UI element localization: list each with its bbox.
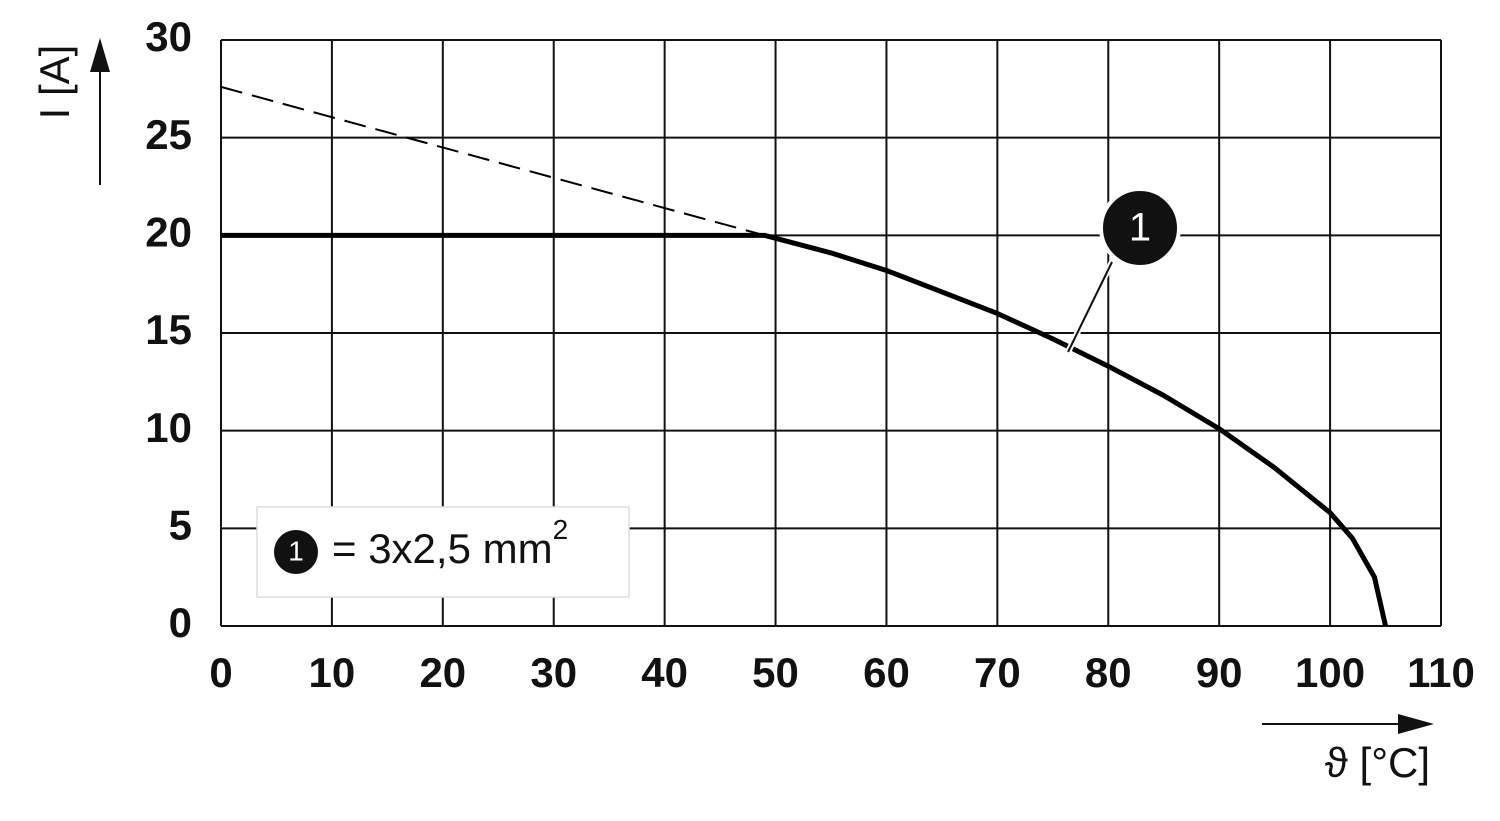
grid bbox=[220, 39, 1442, 627]
annotation-label: 1 bbox=[1129, 206, 1151, 250]
lines bbox=[220, 85, 1388, 627]
x-tick-label: 100 bbox=[1295, 649, 1365, 696]
legend-label: = 3x2,5 mm bbox=[332, 525, 553, 572]
legend-superscript: 2 bbox=[553, 514, 569, 545]
annotation-circle bbox=[1099, 187, 1181, 269]
legend-text: = 3x2,5 mm2 bbox=[332, 514, 568, 572]
y-tick-label: 30 bbox=[145, 13, 192, 60]
legend-marker-label: 1 bbox=[288, 535, 304, 566]
legend-box bbox=[256, 506, 630, 598]
y-tick-label: 0 bbox=[169, 599, 192, 646]
y-tick-label: 15 bbox=[145, 306, 192, 353]
x-tick-label: 60 bbox=[863, 649, 910, 696]
y-arrowhead bbox=[90, 38, 110, 72]
x-tick-label: 80 bbox=[1085, 649, 1132, 696]
y-tick-label: 25 bbox=[145, 111, 192, 158]
dashed-line bbox=[220, 85, 765, 237]
x-tick-label: 0 bbox=[209, 649, 232, 696]
x-axis-label: ϑ [°C] bbox=[1325, 739, 1430, 786]
x-tick-label: 30 bbox=[530, 649, 577, 696]
y-tick-label: 5 bbox=[169, 501, 192, 548]
x-tick-label: 40 bbox=[641, 649, 688, 696]
x-tick-label: 50 bbox=[752, 649, 799, 696]
annotation: 1 bbox=[1065, 187, 1181, 354]
legend: 1 = 3x2,5 mm2 bbox=[256, 506, 630, 598]
x-tick-label: 110 bbox=[1407, 649, 1475, 696]
legend-marker bbox=[274, 530, 318, 574]
x-tick-label: 10 bbox=[309, 649, 356, 696]
x-tick-label: 20 bbox=[419, 649, 466, 696]
x-tick-label: 90 bbox=[1196, 649, 1243, 696]
y-axis-label: I [A] bbox=[31, 45, 78, 120]
y-tick-label: 20 bbox=[145, 208, 192, 255]
x-tick-label: 70 bbox=[974, 649, 1021, 696]
derating-curve bbox=[221, 232, 1388, 627]
annotation-leader bbox=[1067, 261, 1113, 353]
y-tick-label: 10 bbox=[145, 404, 192, 451]
x-arrowhead bbox=[1398, 714, 1434, 734]
